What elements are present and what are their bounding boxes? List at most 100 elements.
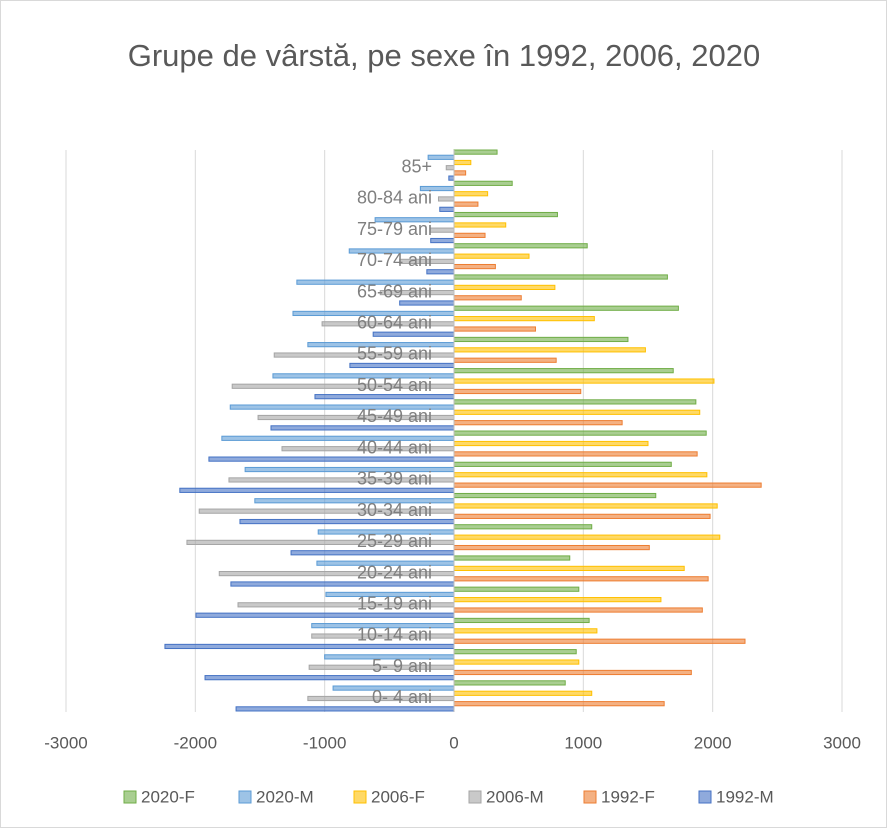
y-tick-label: 80-84 ani bbox=[357, 188, 432, 208]
y-tick-label: 15-19 ani bbox=[357, 593, 432, 613]
legend-label: 2020-M bbox=[256, 787, 314, 806]
y-tick-label: 85+ bbox=[401, 156, 432, 176]
bar bbox=[204, 675, 455, 681]
bar bbox=[453, 409, 701, 415]
bar bbox=[453, 607, 703, 613]
bar bbox=[453, 701, 665, 707]
bar bbox=[453, 586, 580, 592]
legend-swatch bbox=[238, 790, 252, 804]
bar bbox=[453, 399, 697, 405]
bar bbox=[453, 524, 593, 530]
bar bbox=[453, 149, 498, 155]
bar bbox=[453, 326, 536, 332]
bar bbox=[314, 394, 455, 400]
bar bbox=[453, 576, 709, 582]
bar bbox=[235, 706, 455, 712]
legend-swatch bbox=[123, 790, 137, 804]
bar bbox=[453, 232, 486, 238]
bar bbox=[453, 503, 718, 509]
bar bbox=[453, 628, 598, 634]
bar bbox=[453, 451, 698, 457]
bar bbox=[453, 295, 522, 301]
bar bbox=[453, 649, 577, 655]
y-tick-label: 10-14 ani bbox=[357, 625, 432, 645]
bar bbox=[439, 206, 455, 212]
legend-label: 1992-M bbox=[716, 787, 774, 806]
legend-label: 2006-F bbox=[371, 787, 425, 806]
y-tick-label: 75-79 ani bbox=[357, 219, 432, 239]
bar bbox=[399, 300, 455, 306]
bar bbox=[453, 357, 557, 363]
legend-swatch bbox=[468, 790, 482, 804]
bar bbox=[453, 316, 595, 322]
bar bbox=[453, 597, 662, 603]
bar bbox=[453, 420, 623, 426]
y-tick-label: 0- 4 ani bbox=[372, 687, 432, 707]
bar bbox=[453, 305, 679, 311]
bar bbox=[372, 331, 455, 337]
bar bbox=[453, 159, 472, 166]
y-tick-label: 40-44 ani bbox=[357, 437, 432, 457]
bar bbox=[164, 643, 455, 650]
bar bbox=[453, 222, 507, 228]
bar bbox=[453, 368, 674, 374]
x-tick-label: 3000 bbox=[823, 733, 861, 752]
bar bbox=[453, 430, 707, 436]
bar bbox=[453, 492, 657, 499]
bar bbox=[239, 518, 455, 525]
bar bbox=[453, 180, 513, 186]
chart-title: Grupe de vârstă, pe sexe în 1992, 2006, … bbox=[127, 38, 761, 73]
bar bbox=[453, 211, 558, 218]
x-tick-label: -3000 bbox=[44, 733, 87, 752]
bar bbox=[453, 263, 496, 270]
bar bbox=[437, 196, 455, 202]
bar bbox=[453, 482, 762, 488]
bar bbox=[448, 175, 455, 181]
bar bbox=[453, 617, 590, 624]
bar bbox=[349, 362, 455, 369]
bar bbox=[270, 425, 455, 431]
y-tick-label: 5- 9 ani bbox=[372, 656, 432, 676]
bar bbox=[453, 388, 582, 395]
bar bbox=[453, 284, 556, 290]
bar bbox=[453, 659, 580, 665]
bar bbox=[453, 690, 593, 696]
y-tick-label: 60-64 ani bbox=[357, 312, 432, 332]
x-tick-label: -2000 bbox=[174, 733, 217, 752]
bar bbox=[429, 227, 455, 233]
bar bbox=[453, 336, 629, 343]
bar bbox=[453, 544, 650, 551]
x-tick-label: 1000 bbox=[564, 733, 602, 752]
bar bbox=[430, 237, 455, 244]
bar bbox=[453, 347, 646, 353]
legend-label: 1992-F bbox=[601, 787, 655, 806]
bar bbox=[453, 669, 692, 676]
bar bbox=[179, 487, 455, 493]
y-tick-label: 30-34 ani bbox=[357, 500, 432, 520]
bar bbox=[453, 555, 571, 561]
legend-swatch bbox=[353, 790, 367, 804]
legend-swatch bbox=[698, 790, 712, 804]
y-tick-label: 45-49 ani bbox=[357, 406, 432, 426]
bar bbox=[453, 513, 711, 519]
bar bbox=[453, 191, 489, 197]
x-tick-label: -1000 bbox=[303, 733, 346, 752]
x-tick-label: 2000 bbox=[694, 733, 732, 752]
y-tick-label: 25-29 ani bbox=[357, 531, 432, 551]
legend-swatch bbox=[583, 790, 597, 804]
bar bbox=[195, 612, 455, 618]
y-tick-label: 50-54 ani bbox=[357, 375, 432, 395]
legend-label: 2006-M bbox=[486, 787, 544, 806]
bar bbox=[453, 461, 672, 467]
bar bbox=[230, 581, 455, 587]
y-tick-label: 20-24 ani bbox=[357, 562, 432, 582]
bar bbox=[453, 274, 668, 280]
y-tick-label: 70-74 ani bbox=[357, 250, 432, 270]
bar bbox=[426, 269, 455, 275]
y-tick-label: 65-69 ani bbox=[357, 281, 432, 301]
bar bbox=[453, 378, 715, 384]
bar bbox=[290, 550, 455, 556]
bar bbox=[208, 456, 455, 462]
